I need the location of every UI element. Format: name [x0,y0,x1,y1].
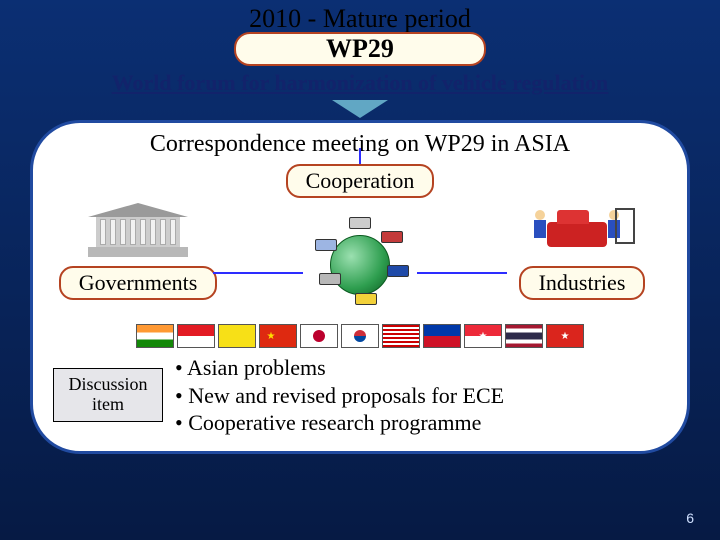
flag-japan [300,324,338,348]
globe-icon [300,212,420,312]
flag-indonesia [177,324,215,348]
period-text: Mature period [323,4,471,33]
slide-root: 2010 - Mature period WP29 World forum fo… [0,0,720,540]
page-number: 6 [686,510,694,526]
flag-china: ★ [259,324,297,348]
industries-pill: Industries [519,266,646,300]
bullet-item: • Asian problems [175,354,504,382]
discussion-item-box: Discussion item [53,368,163,422]
flag-singapore: ★ [464,324,502,348]
discussion-label-2: item [58,395,158,415]
header-block: 2010 - Mature period WP29 World forum fo… [0,0,720,96]
governments-pill: Governments [59,266,218,300]
flag-vietnam: ★ [546,324,584,348]
connector-up [359,148,361,164]
connector-right [417,272,507,274]
orbit-car-icon [387,265,409,277]
orbit-car-icon [315,239,337,251]
orbit-car-icon [319,273,341,285]
government-building-icon [83,202,193,262]
bullet-item: • Cooperative research programme [175,409,504,437]
flag-philippines [423,324,461,348]
discussion-row: Discussion item • Asian problems• New an… [53,354,667,437]
cooperation-row: Cooperation [53,164,667,198]
flag-india [136,324,174,348]
connector-left [213,272,303,274]
governments-col: Governments [53,202,223,300]
orbit-car-icon [381,231,403,243]
industry-workers-icon [527,202,637,262]
actors-row: Governments Industries [53,202,667,322]
orbit-car-icon [349,217,371,229]
discussion-label-1: Discussion [58,375,158,395]
orbit-car-icon [355,293,377,305]
bullet-item: • New and revised proposals for ECE [175,382,504,410]
down-arrow-icon [332,100,388,118]
year-text: 2010 - [249,4,316,33]
flags-row: ★ ★ ★ [53,324,667,348]
flag-brunei [218,324,256,348]
wp29-pill: WP29 [234,32,486,66]
industries-col: Industries [497,202,667,300]
cooperation-pill: Cooperation [286,164,435,198]
flag-southkorea [341,324,379,348]
flag-malaysia [382,324,420,348]
header-line: 2010 - Mature period [0,4,720,34]
bullet-list: • Asian problems• New and revised propos… [175,354,504,437]
main-panel: Correspondence meeting on WP29 in ASIA C… [30,120,690,454]
flag-thailand [505,324,543,348]
